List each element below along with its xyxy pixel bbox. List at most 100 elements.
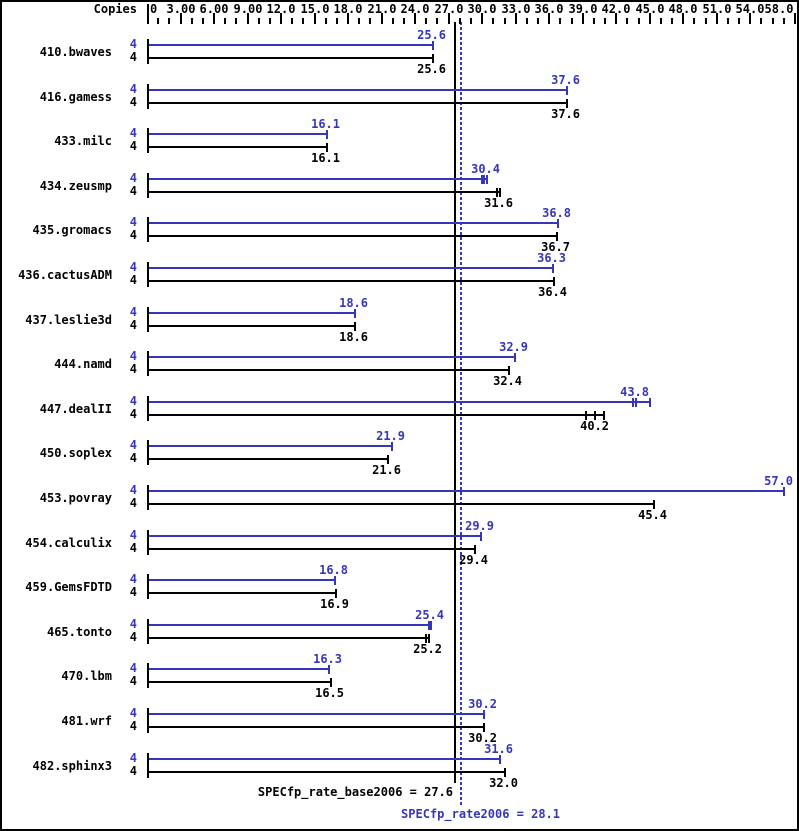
axis-tick-label: 36.0 bbox=[534, 2, 564, 16]
base-copies-value: 4 bbox=[129, 362, 137, 376]
base-value-label: 16.5 bbox=[315, 686, 344, 700]
peak-copies-value: 4 bbox=[129, 528, 137, 542]
axis-tick-label: 15.0 bbox=[300, 2, 330, 16]
peak-bar bbox=[149, 133, 327, 135]
benchmark-label: 465.tonto bbox=[46, 625, 112, 639]
base-bar bbox=[149, 637, 429, 639]
base-value-label: 21.6 bbox=[372, 463, 401, 477]
peak-copies-value: 4 bbox=[129, 751, 137, 765]
benchmark-group-axis-segment bbox=[147, 530, 149, 555]
axis-minor-tick bbox=[291, 18, 293, 24]
axis-tick-label: 3.00 bbox=[166, 2, 196, 16]
axis-minor-tick bbox=[660, 18, 662, 24]
base-bar bbox=[149, 458, 388, 460]
axis-major-tick bbox=[213, 13, 215, 24]
axis-major-tick bbox=[247, 13, 249, 24]
axis-minor-tick bbox=[504, 18, 506, 24]
axis-minor-tick bbox=[671, 18, 673, 24]
benchmark-label: 450.soplex bbox=[39, 446, 112, 460]
benchmark-group-axis-segment bbox=[147, 84, 149, 109]
axis-tick-label: 30.0 bbox=[467, 2, 497, 16]
base-mean-summary-label: SPECfp_rate_base2006 = 27.6 bbox=[257, 785, 453, 799]
base-copies-value: 4 bbox=[129, 541, 137, 555]
axis-major-tick bbox=[582, 13, 584, 24]
benchmark-label: 434.zeusmp bbox=[39, 179, 112, 193]
axis-tick-label: 33.0 bbox=[501, 2, 531, 16]
base-copies-value: 4 bbox=[129, 451, 137, 465]
benchmark-group-axis-segment bbox=[147, 574, 149, 599]
base-copies-value: 4 bbox=[129, 318, 137, 332]
peak-copies-value: 4 bbox=[129, 483, 137, 497]
axis-minor-tick bbox=[783, 18, 785, 24]
axis-tick-label: 27.0 bbox=[434, 2, 464, 16]
base-bar bbox=[149, 681, 331, 683]
benchmark-label: 482.sphinx3 bbox=[32, 759, 112, 773]
base-copies-value: 4 bbox=[129, 630, 137, 644]
base-copies-value: 4 bbox=[129, 95, 137, 109]
benchmark-label: 410.bwaves bbox=[39, 45, 112, 59]
peak-bar-end-cap bbox=[649, 398, 651, 407]
base-value-label: 45.4 bbox=[638, 508, 667, 522]
axis-minor-tick bbox=[425, 18, 427, 24]
axis-minor-tick bbox=[235, 18, 237, 24]
benchmark-group-axis-segment bbox=[147, 39, 149, 64]
peak-bar-end-cap bbox=[391, 442, 393, 451]
base-bar-end-cap bbox=[483, 723, 485, 732]
axis-tick-label: 58.0 bbox=[764, 2, 794, 16]
peak-copies-value: 4 bbox=[129, 171, 137, 185]
benchmark-label: 416.gamess bbox=[39, 90, 112, 104]
axis-minor-tick bbox=[727, 18, 729, 24]
base-value-label: 25.6 bbox=[417, 62, 446, 76]
peak-run-tick bbox=[428, 621, 430, 630]
axis-minor-tick bbox=[325, 18, 327, 24]
axis-major-tick bbox=[682, 13, 684, 24]
axis-major-tick bbox=[414, 13, 416, 24]
axis-minor-tick bbox=[224, 18, 226, 24]
peak-bar-end-cap bbox=[514, 353, 516, 362]
peak-value-label: 30.2 bbox=[468, 697, 497, 711]
axis-major-tick bbox=[548, 13, 550, 24]
copies-column-header: Copies bbox=[93, 2, 137, 16]
axis-minor-tick bbox=[358, 18, 360, 24]
peak-bar bbox=[149, 267, 553, 269]
benchmark-group-axis-segment bbox=[147, 663, 149, 688]
peak-value-label: 30.4 bbox=[471, 162, 500, 176]
axis-minor-tick bbox=[537, 18, 539, 24]
axis-tick-label: 0 bbox=[150, 2, 158, 16]
axis-minor-tick bbox=[269, 18, 271, 24]
base-bar bbox=[149, 325, 355, 327]
peak-bar-end-cap bbox=[334, 576, 336, 585]
peak-copies-value: 4 bbox=[129, 37, 137, 51]
benchmark-group-axis-segment bbox=[147, 128, 149, 153]
base-bar-end-cap bbox=[553, 277, 555, 286]
axis-minor-tick bbox=[492, 18, 494, 24]
base-bar-end-cap bbox=[653, 500, 655, 509]
axis-minor-tick bbox=[738, 18, 740, 24]
axis-major-tick bbox=[749, 13, 751, 24]
peak-bar bbox=[149, 401, 650, 403]
axis-minor-tick bbox=[392, 18, 394, 24]
base-bar-end-cap bbox=[474, 545, 476, 554]
axis-major-tick bbox=[280, 13, 282, 24]
peak-run-tick bbox=[632, 398, 634, 407]
base-bar bbox=[149, 369, 509, 371]
peak-bar-end-cap bbox=[432, 41, 434, 50]
peak-bar-end-cap bbox=[557, 219, 559, 228]
axis-major-tick bbox=[347, 13, 349, 24]
peak-value-label: 31.6 bbox=[484, 742, 513, 756]
axis-major-tick bbox=[515, 13, 517, 24]
base-bar-end-cap bbox=[354, 322, 356, 331]
base-bar bbox=[149, 280, 554, 282]
base-bar-end-cap bbox=[335, 589, 337, 598]
peak-value-label: 21.9 bbox=[376, 429, 405, 443]
peak-value-label: 25.4 bbox=[415, 608, 444, 622]
axis-minor-tick bbox=[403, 18, 405, 24]
peak-bar-end-cap bbox=[430, 621, 432, 630]
axis-minor-tick bbox=[470, 18, 472, 24]
base-bar bbox=[149, 57, 433, 59]
peak-run-tick bbox=[483, 175, 485, 184]
benchmark-group-axis-segment bbox=[147, 307, 149, 332]
peak-bar bbox=[149, 579, 335, 581]
peak-bar-end-cap bbox=[486, 175, 488, 184]
base-bar-end-cap bbox=[508, 366, 510, 375]
